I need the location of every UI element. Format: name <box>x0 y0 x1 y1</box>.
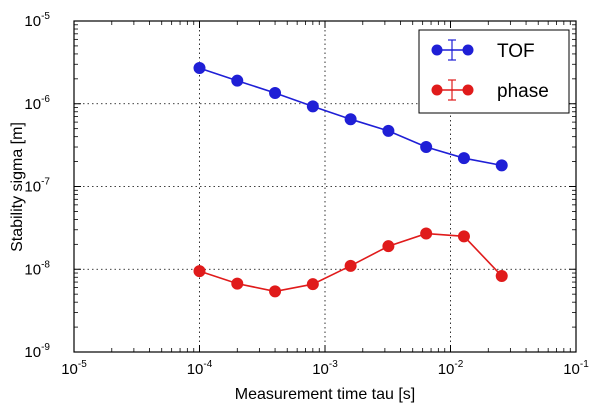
tick-marks <box>73 20 577 353</box>
phase-data-point <box>420 227 433 240</box>
legend: TOF phase <box>418 29 570 114</box>
x-tick-labels: 10-5 10-4 10-3 10-2 10-1 <box>61 359 589 378</box>
y-tick-label: 10-9 <box>24 342 50 361</box>
tof-data-point <box>420 141 433 154</box>
legend-marker <box>431 84 443 96</box>
legend-marker <box>462 44 474 56</box>
series-layer <box>193 62 508 298</box>
legend-label: phase <box>497 81 549 102</box>
phase-data-point <box>306 278 319 291</box>
phase-data-point <box>231 277 244 290</box>
legend-entry-tof: TOF <box>431 39 535 62</box>
phase-data-point <box>193 265 206 278</box>
phase-data-point <box>457 230 470 243</box>
tof-data-point <box>193 62 206 75</box>
tof-data-point <box>269 86 282 99</box>
phase-data-point <box>269 285 282 298</box>
legend-marker <box>462 84 474 96</box>
y-tick-labels: 10-9 10-8 10-7 10-6 10-5 <box>24 11 50 361</box>
x-tick-label: 10-1 <box>563 359 589 378</box>
y-axis-title: Stability sigma [m] <box>9 122 26 252</box>
x-tick-label: 10-3 <box>312 359 338 378</box>
tof-data-point <box>306 100 319 113</box>
tof-data-point <box>231 74 244 87</box>
y-tick-label: 10-8 <box>24 259 50 278</box>
tof-data-point <box>344 113 357 126</box>
y-tick-label: 10-6 <box>24 94 50 113</box>
phase-data-point <box>344 259 357 272</box>
legend-entry-phase: phase <box>431 79 549 102</box>
x-tick-label: 10-2 <box>438 359 464 378</box>
phase-data-point <box>382 240 395 253</box>
x-tick-label: 10-5 <box>61 359 87 378</box>
phase-data-point <box>495 269 508 282</box>
tof-data-point <box>382 124 395 137</box>
x-tick-label: 10-4 <box>187 359 213 378</box>
y-tick-label: 10-7 <box>24 177 50 196</box>
x-axis-title: Measurement time tau [s] <box>235 386 416 403</box>
legend-marker <box>431 44 443 56</box>
tof-data-point <box>495 159 508 172</box>
legend-box <box>418 29 570 114</box>
tof-data-point <box>457 152 470 165</box>
y-tick-label: 10-5 <box>24 11 50 30</box>
legend-label: TOF <box>497 41 535 62</box>
